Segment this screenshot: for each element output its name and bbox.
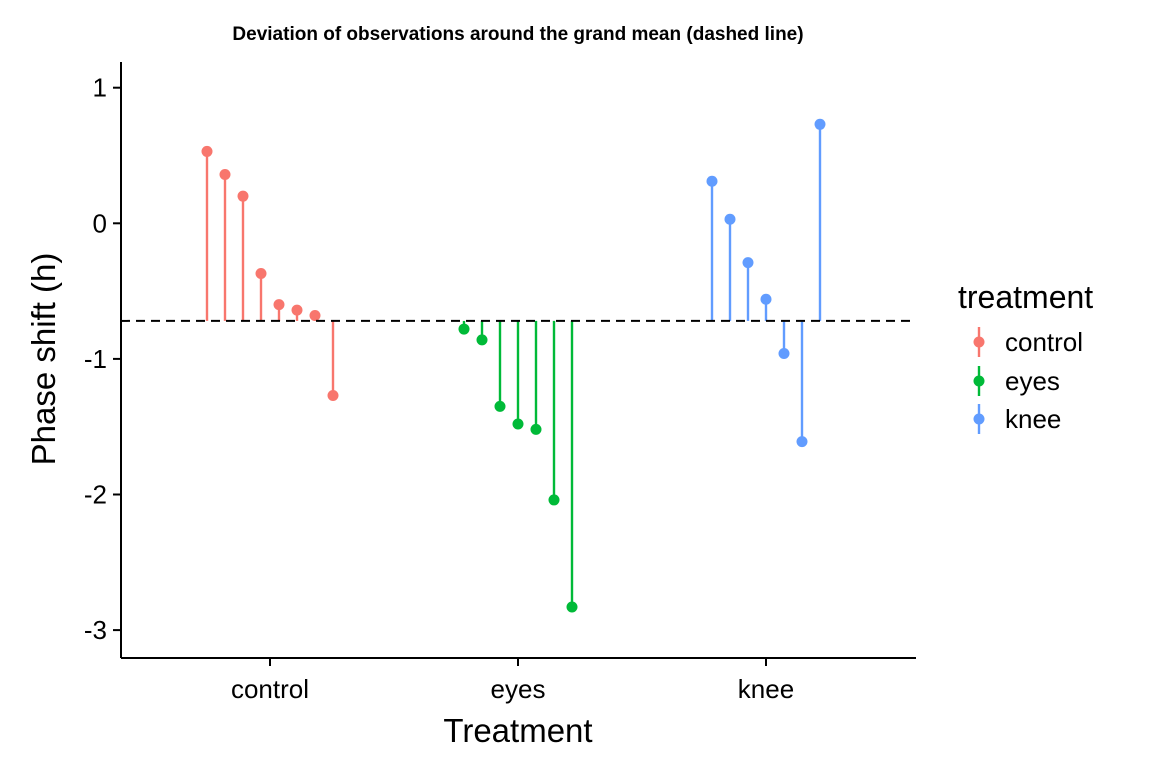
data-point xyxy=(255,267,267,279)
data-point xyxy=(796,436,808,448)
series-eyes xyxy=(458,320,578,613)
data-point xyxy=(724,213,736,225)
data-point xyxy=(814,118,826,130)
chart-title: Deviation of observations around the gra… xyxy=(232,24,803,45)
y-tick-label: -2 xyxy=(84,480,107,510)
y-tick-label: -1 xyxy=(84,344,107,374)
data-point xyxy=(530,423,542,435)
legend: treatment control eyes knee xyxy=(958,279,1093,434)
data-point xyxy=(291,304,303,316)
data-point xyxy=(201,145,213,157)
data-point xyxy=(494,400,506,412)
x-axis: control eyes knee xyxy=(121,657,916,704)
data-point xyxy=(778,347,790,359)
data-point xyxy=(742,257,754,269)
data-point xyxy=(458,323,470,335)
data-point xyxy=(760,293,772,305)
legend-label-eyes: eyes xyxy=(1005,366,1060,396)
x-tick-label: control xyxy=(231,674,309,704)
data-point xyxy=(219,168,231,180)
legend-label-knee: knee xyxy=(1005,404,1061,434)
data-point xyxy=(512,418,524,430)
series-knee xyxy=(706,118,826,448)
y-tick-label: -3 xyxy=(84,615,107,645)
x-tick-label: eyes xyxy=(491,674,546,704)
y-axis-title: Phase shift (h) xyxy=(25,253,62,466)
series-control xyxy=(201,145,339,402)
data-point xyxy=(548,494,560,506)
legend-title: treatment xyxy=(958,279,1093,315)
data-point xyxy=(237,190,249,202)
legend-key-point xyxy=(973,336,985,348)
data-point xyxy=(273,299,285,311)
legend-key-point xyxy=(973,413,985,425)
data-point xyxy=(566,601,578,613)
data-point xyxy=(309,310,321,322)
plot-area xyxy=(121,118,916,613)
x-axis-title: Treatment xyxy=(443,712,592,749)
legend-label-control: control xyxy=(1005,327,1083,357)
data-point xyxy=(327,390,339,402)
y-tick-label: 0 xyxy=(93,208,107,238)
legend-key-point xyxy=(973,375,985,387)
data-point xyxy=(706,175,718,187)
x-tick-label: knee xyxy=(738,674,794,704)
y-tick-label: 1 xyxy=(93,73,107,103)
y-axis: 1 0 -1 -2 -3 xyxy=(84,62,122,658)
data-point xyxy=(476,334,488,346)
